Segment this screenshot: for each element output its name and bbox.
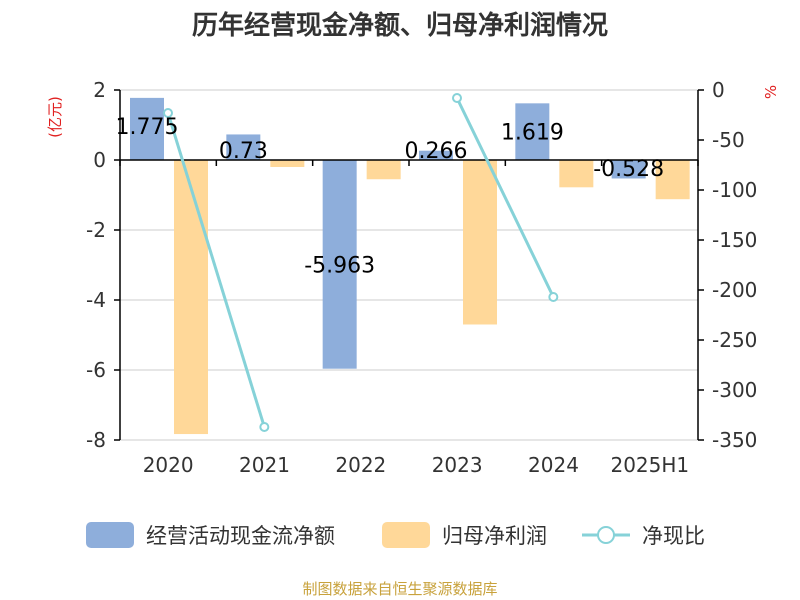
right-tick-label: -350 (712, 428, 757, 452)
category-label: 2023 (432, 453, 483, 477)
category-label: 2020 (143, 453, 194, 477)
bars (130, 97, 690, 435)
cash-flow-value-label: -0.528 (593, 157, 664, 182)
ratio-point (548, 292, 559, 302)
legend: 经营活动现金流净额 归母净利润 净现比 (86, 522, 705, 548)
left-axis-unit: (亿元) (46, 96, 64, 138)
right-tick-label: -150 (712, 228, 757, 252)
category-label: 2022 (335, 453, 386, 477)
bar-cash-flow (419, 150, 453, 160)
right-tick-label: -200 (712, 278, 757, 302)
chart-title: 历年经营现金净额、归母净利润情况 (192, 10, 608, 41)
legend-swatch (86, 522, 134, 548)
bar-cash-flow (322, 160, 357, 369)
cash-flow-value-label: 0.73 (219, 139, 268, 164)
legend-label: 净现比 (642, 524, 705, 548)
ratio-point (163, 108, 173, 118)
bar-cash-flow (515, 103, 550, 160)
category-label: 2025H1 (610, 453, 689, 477)
right-tick-label: -250 (712, 328, 757, 352)
legend-swatch (382, 522, 430, 548)
cash-flow-value-label: 1.775 (116, 115, 179, 140)
legend-label: 经营活动现金流净额 (146, 524, 335, 548)
bar-cash-flow (130, 97, 164, 160)
left-tick-label: -2 (86, 218, 106, 242)
ratio-line (163, 93, 559, 432)
right-tick-label: 0 (712, 78, 725, 102)
bar-cash-flow (226, 134, 261, 160)
bar-net-profit (463, 160, 497, 325)
left-tick-label: 0 (93, 148, 106, 172)
left-tick-label: -4 (86, 288, 106, 312)
bar-net-profit (270, 160, 305, 167)
left-tick-label: -6 (86, 358, 106, 382)
axes: 2 0 -2 -4 -6 -8 0 -50 -100 -150 -200 -250 -300 -350 20… (86, 78, 757, 477)
bar-net-profit (559, 160, 594, 188)
legend-label: 归母净利润 (442, 524, 547, 548)
ratio-point (259, 422, 270, 432)
cash-flow-value-label: 1.619 (501, 120, 564, 145)
left-tick-label: 2 (93, 78, 106, 102)
cash-flow-value-label: -5.963 (304, 254, 375, 279)
ratio-segment (166, 112, 266, 428)
source-note: 制图数据来自恒生聚源数据库 (302, 580, 497, 598)
data-labels: 1.775 0.73 -5.963 0.266 1.619 -0.528 (116, 115, 665, 279)
category-label: 2024 (528, 453, 579, 477)
bar-net-profit (655, 160, 690, 200)
left-tick-label: -8 (86, 428, 106, 452)
right-tick-label: -100 (712, 178, 757, 202)
bar-net-profit (174, 160, 208, 435)
category-label: 2021 (239, 453, 290, 477)
right-axis-unit: % (762, 85, 780, 99)
bar-cash-flow (611, 160, 646, 179)
legend-line-marker (597, 526, 615, 544)
right-tick-label: -300 (712, 378, 757, 402)
bar-net-profit (366, 160, 401, 180)
right-tick-label: -50 (712, 128, 745, 152)
ratio-point (452, 93, 462, 103)
ratio-segment (455, 97, 555, 298)
cash-flow-value-label: 0.266 (405, 139, 468, 164)
